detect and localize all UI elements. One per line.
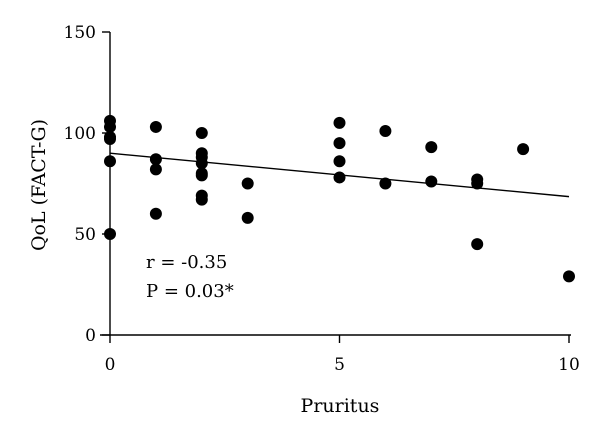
data-point xyxy=(563,270,575,283)
data-point xyxy=(471,177,484,190)
data-point xyxy=(241,177,254,190)
data-point xyxy=(195,127,208,139)
data-point xyxy=(149,153,162,166)
data-points xyxy=(104,114,575,283)
data-point xyxy=(333,116,346,129)
y-tick-label: 100 xyxy=(64,124,96,144)
x-axis-ticks: 0 5 10 xyxy=(105,335,580,375)
data-point xyxy=(471,238,484,251)
correlation-annotation: r = -0.35 xyxy=(146,252,227,273)
x-axis-title: Pruritus xyxy=(301,395,380,417)
data-point xyxy=(195,169,208,182)
data-point xyxy=(149,163,162,176)
y-axis-ticks: 0 50 100 150 xyxy=(64,23,110,346)
data-point xyxy=(379,124,392,137)
y-tick-label: 50 xyxy=(74,225,96,245)
x-tick-label: 0 xyxy=(105,355,116,375)
data-point xyxy=(333,137,346,150)
data-point xyxy=(149,207,162,220)
data-point xyxy=(195,193,208,206)
y-axis-title: QoL (FACT-G) xyxy=(28,119,50,251)
data-point xyxy=(379,177,392,190)
y-tick-label: 0 xyxy=(85,326,96,346)
data-point xyxy=(425,175,438,188)
data-point xyxy=(517,143,530,156)
y-tick-label: 150 xyxy=(64,23,96,43)
data-point xyxy=(333,171,346,184)
data-point xyxy=(425,141,438,154)
data-point xyxy=(104,155,116,168)
p-value-annotation: P = 0.03* xyxy=(146,281,234,302)
x-tick-label: 10 xyxy=(558,355,580,375)
data-point xyxy=(333,155,346,168)
data-point xyxy=(149,120,162,133)
data-point xyxy=(104,133,116,146)
x-tick-label: 5 xyxy=(334,355,345,375)
data-point xyxy=(195,157,208,170)
data-point xyxy=(104,120,116,133)
data-point xyxy=(241,211,254,224)
data-point xyxy=(104,228,116,240)
